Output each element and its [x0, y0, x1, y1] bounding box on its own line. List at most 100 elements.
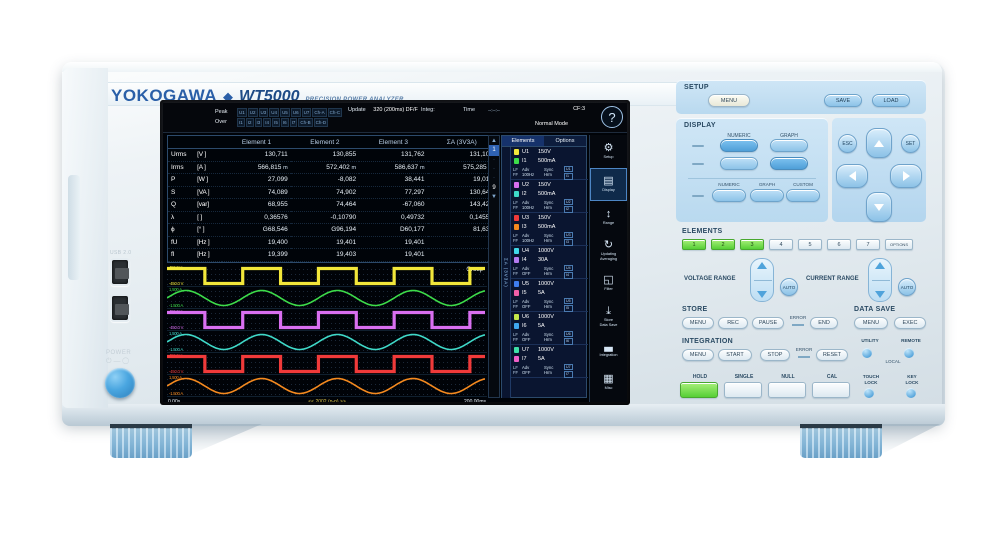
elements-tab-options[interactable]: Options [544, 136, 586, 146]
element-button-row[interactable]: 1 2 3 4 5 6 7 OPTIONS [682, 239, 913, 250]
element-row-U3[interactable]: U3 150V [511, 213, 588, 223]
page-dot-2[interactable]: · [493, 166, 495, 172]
element-button-3[interactable]: 3 [740, 239, 764, 250]
screen-icon-range[interactable]: ↕ Range [590, 201, 627, 234]
display-numeric-button-row3[interactable] [712, 189, 746, 202]
element-row-U1[interactable]: U1 150V [511, 147, 588, 157]
element-button-7[interactable]: 7 [856, 239, 880, 250]
setup-load-button[interactable]: LOAD [872, 94, 910, 107]
element-row-I5[interactable]: I5 5A [511, 289, 588, 299]
display-numeric-button-row2[interactable] [720, 157, 758, 170]
element-button-1[interactable]: 1 [682, 239, 706, 250]
element-row-I6[interactable]: I6 5A [511, 322, 588, 332]
screen-icon-display[interactable]: ▤ Display [590, 168, 627, 201]
elements-tabs[interactable]: Elements Options [502, 136, 586, 147]
integration-start-button[interactable]: START [718, 349, 752, 361]
element-button-4[interactable]: 4 [769, 239, 793, 250]
element-row-U6[interactable]: U6 1000V [511, 312, 588, 322]
filter-row-1[interactable]: LF FF Adv 100Hz Sync Hrm U1 I1 [511, 165, 588, 180]
nav-down-button[interactable] [866, 192, 892, 222]
set-button[interactable]: SET [901, 134, 920, 153]
filter-row-2[interactable]: LF FF Adv 100Hz Sync Hrm U2 I2 [511, 198, 588, 213]
element-group-7[interactable]: U7 1000V I7 5A LF FF Adv OFF Sync Hrm U7 I7 [511, 345, 588, 378]
usb-port-2[interactable] [110, 294, 130, 322]
nav-left-button[interactable] [836, 164, 868, 188]
display-screen[interactable]: Peak U1 U2 U3 U4 U5 U6 U7 Ch-A Ch-C Over I1 I2 I3 I… [163, 103, 627, 402]
usb-port-1[interactable] [110, 258, 130, 286]
display-numeric-button-row1[interactable] [720, 139, 758, 152]
nav-up-button[interactable] [866, 128, 892, 158]
integration-stop-button[interactable]: STOP [760, 349, 790, 361]
nav-right-button[interactable] [890, 164, 922, 188]
element-button-5[interactable]: 5 [798, 239, 822, 250]
function-button-single[interactable] [724, 382, 762, 398]
setup-save-button[interactable]: SAVE [824, 94, 862, 107]
store-pause-button[interactable]: PAUSE [752, 317, 784, 329]
filter-row-7[interactable]: LF FF Adv OFF Sync Hrm U7 I7 [511, 363, 588, 378]
voltage-range-rocker[interactable] [750, 258, 774, 302]
filter-row-5[interactable]: LF FF Adv OFF Sync Hrm U5 I5 [511, 297, 588, 312]
esc-button[interactable]: ESC [838, 134, 857, 153]
element-row-I4[interactable]: I4 30A [511, 256, 588, 266]
screen-icon-filter[interactable]: ◱ Filter [590, 267, 627, 300]
element-button-6[interactable]: 6 [827, 239, 851, 250]
page-number-selected[interactable]: 1 [489, 145, 499, 156]
store-menu-button[interactable]: MENU [682, 317, 714, 329]
screen-icon-setup[interactable]: ⚙ Setup [590, 135, 627, 168]
power-button[interactable] [105, 368, 135, 398]
function-button-hold[interactable] [680, 382, 718, 398]
display-custom-button-row3[interactable] [786, 189, 820, 202]
screen-icon-updating[interactable]: ↻ Updating Averaging [590, 234, 627, 267]
element-row-U4[interactable]: U4 1000V [511, 246, 588, 256]
data-save-menu-button[interactable]: MENU [854, 317, 888, 329]
screen-icon-integration[interactable]: ▃ Integration [590, 333, 627, 366]
display-graph-button-row2[interactable] [770, 157, 808, 170]
current-range-rocker[interactable] [868, 258, 892, 302]
element-group-6[interactable]: U6 1000V I6 5A LF FF Adv OFF Sync Hrm U6 I6 [511, 312, 588, 345]
current-auto-button[interactable]: AUTO [898, 278, 916, 296]
element-row-U5[interactable]: U5 1000V [511, 279, 588, 289]
key-lock-lamp[interactable] [906, 388, 916, 398]
store-rec-button[interactable]: REC [718, 317, 748, 329]
screen-icon-misc[interactable]: ▦ Misc [590, 366, 627, 399]
element-group-5[interactable]: U5 1000V I5 5A LF FF Adv OFF Sync Hrm U5 I5 [511, 279, 588, 312]
element-row-I7[interactable]: I7 5A [511, 355, 588, 365]
element-row-U2[interactable]: U2 150V [511, 180, 588, 190]
page-dot-1[interactable]: · [493, 157, 495, 163]
voltage-auto-button[interactable]: AUTO [780, 278, 798, 296]
page-scroll-rail[interactable]: ▲ 1 · · · 9 ▼ [488, 135, 500, 398]
utility-lamp[interactable] [862, 348, 872, 358]
remote-lamp[interactable] [904, 348, 914, 358]
display-graph-button-row1[interactable] [770, 139, 808, 152]
element-group-2[interactable]: U2 150V I2 500mA LF FF Adv 100Hz Sync Hrm U2 I2 [511, 180, 588, 213]
function-buttons[interactable]: HOLD SINGLE NULL CAL [676, 374, 850, 410]
element-options-button[interactable]: OPTIONS [885, 239, 913, 250]
elements-tab-elements[interactable]: Elements [502, 136, 544, 146]
element-row-I1[interactable]: I1 500mA [511, 157, 588, 167]
function-button-null[interactable] [768, 382, 806, 398]
element-group-3[interactable]: U3 150V I3 500mA LF FF Adv 100Hz Sync Hrm U3 I3 [511, 213, 588, 246]
elements-list[interactable]: U1 150V I1 500mA LF FF Adv 100Hz Sync Hrm U1 I1 U2 15… [511, 147, 588, 398]
data-save-exec-button[interactable]: EXEC [894, 317, 926, 329]
element-group-4[interactable]: U4 1000V I4 30A LF FF Adv OFF Sync Hrm U4 I4 [511, 246, 588, 279]
element-row-I3[interactable]: I3 500mA [511, 223, 588, 233]
filter-row-4[interactable]: LF FF Adv OFF Sync Hrm U4 I4 [511, 264, 588, 279]
page-dot-3[interactable]: · [493, 175, 495, 181]
function-button-cal[interactable] [812, 382, 850, 398]
help-icon[interactable]: ? [601, 106, 623, 128]
filter-row-6[interactable]: LF FF Adv OFF Sync Hrm U6 I6 [511, 330, 588, 345]
touch-lock-lamp[interactable] [864, 388, 874, 398]
screen-icon-store[interactable]: ⤓ Store Data Save [590, 300, 627, 333]
element-button-2[interactable]: 2 [711, 239, 735, 250]
element-group-1[interactable]: U1 150V I1 500mA LF FF Adv 100Hz Sync Hrm U1 I1 [511, 147, 588, 180]
page-number-last[interactable]: 9 [492, 185, 496, 191]
integration-menu-button[interactable]: MENU [682, 349, 714, 361]
element-row-I2[interactable]: I2 500mA [511, 190, 588, 200]
setup-menu-button[interactable]: MENU [708, 94, 750, 107]
waveform-area[interactable]: Group 450.0 V -450.0 V 1.500 A -1.500 A 450.… [167, 265, 487, 398]
scroll-up-icon[interactable]: ▲ [491, 138, 497, 144]
screen-icon-column[interactable]: ⚙ Setup ▤ Display ↕ Range ↻ Updating Averaging ◱… [589, 135, 627, 402]
scroll-down-icon[interactable]: ▼ [491, 194, 497, 200]
store-end-button[interactable]: END [810, 317, 838, 329]
filter-row-3[interactable]: LF FF Adv 100Hz Sync Hrm U3 I3 [511, 231, 588, 246]
